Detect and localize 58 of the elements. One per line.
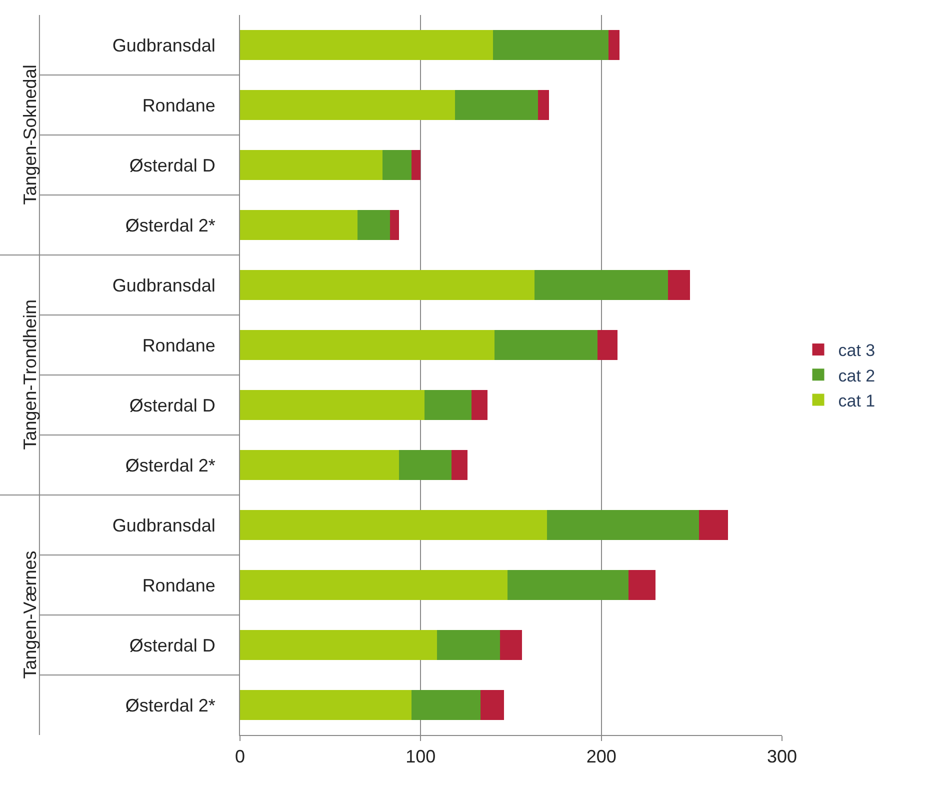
- bar: [436, 630, 500, 660]
- y-tick-label: Gudbransdal: [112, 275, 216, 296]
- bar: [240, 330, 495, 360]
- bar: [240, 30, 493, 60]
- bar: [240, 570, 508, 600]
- y-tick-label: Østerdal D: [129, 395, 216, 416]
- bar: [412, 690, 480, 720]
- x-tick-label: 300: [766, 746, 798, 767]
- bar: [382, 150, 412, 180]
- text: Tangen-Soknedal: [20, 64, 40, 205]
- bar: [494, 330, 598, 360]
- bar: [471, 390, 488, 420]
- x-tick-label: 0: [234, 746, 246, 767]
- bar: [398, 450, 452, 480]
- bar: [598, 330, 618, 360]
- legend-label: cat 1: [838, 391, 876, 410]
- text: Tangen-Trondheim: [20, 299, 40, 450]
- bar: [240, 270, 534, 300]
- bar: [240, 90, 455, 120]
- bar: [357, 210, 390, 240]
- y-tick-label: Østerdal 2*: [125, 455, 216, 476]
- y-tick-label: Østerdal 2*: [125, 695, 216, 716]
- y-tick-label: Gudbransdal: [112, 35, 216, 56]
- bar: [390, 210, 399, 240]
- bar: [240, 150, 383, 180]
- legend-label: cat 2: [838, 366, 876, 386]
- bar: [240, 390, 424, 420]
- bar: [240, 630, 437, 660]
- bar: [412, 150, 421, 180]
- bar: [500, 630, 522, 660]
- bar: [424, 390, 472, 420]
- bar: [538, 90, 549, 120]
- bar: [480, 690, 504, 720]
- bar: [240, 450, 399, 480]
- bar: [240, 210, 358, 240]
- bar: [668, 270, 690, 300]
- bar: [507, 570, 628, 600]
- bar: [240, 510, 548, 540]
- y-tick-label: Rondane: [142, 335, 216, 356]
- bar: [240, 690, 412, 720]
- bar: [698, 510, 728, 540]
- text: Tangen-Værnes: [20, 550, 40, 679]
- bar: [454, 90, 538, 120]
- y-tick-label: Gudbransdal: [112, 515, 216, 536]
- y-tick-label: Rondane: [142, 95, 216, 116]
- y-tick-label: Østerdal 2*: [125, 215, 216, 236]
- x-tick-label: 200: [586, 746, 616, 767]
- bar: [451, 450, 468, 480]
- y-tick-label: Østerdal D: [129, 155, 216, 176]
- x-tick-label: 100: [406, 746, 436, 767]
- bar: [608, 30, 620, 60]
- y-tick-label: Østerdal D: [129, 635, 216, 656]
- bar: [547, 510, 699, 540]
- bar: [628, 570, 656, 600]
- y-tick-label: Rondane: [142, 575, 216, 596]
- bar: [534, 270, 668, 300]
- bar: [492, 30, 609, 60]
- legend-label: cat 3: [838, 341, 876, 360]
